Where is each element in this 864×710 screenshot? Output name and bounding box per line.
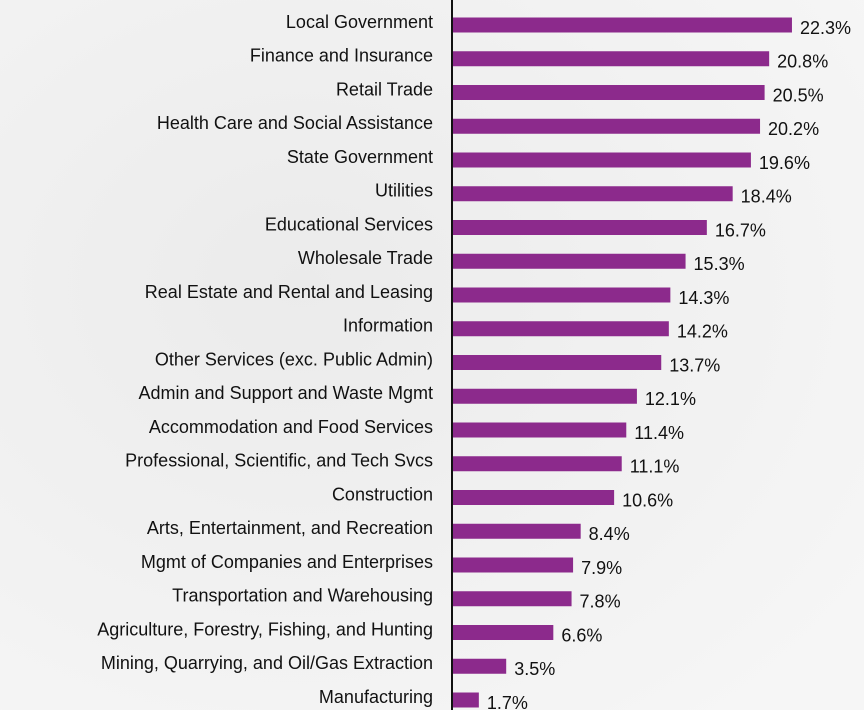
category-label: Agriculture, Forestry, Fishing, and Hunt…	[97, 619, 433, 639]
value-label: 7.9%	[581, 558, 622, 578]
bar	[453, 17, 792, 33]
value-label: 14.2%	[677, 322, 728, 342]
bar	[453, 456, 622, 472]
category-label: State Government	[287, 147, 433, 167]
category-label: Admin and Support and Waste Mgmt	[139, 383, 433, 403]
value-label: 20.8%	[777, 52, 828, 72]
bar	[453, 152, 751, 168]
value-label: 8.4%	[589, 524, 630, 544]
value-label: 22.3%	[800, 18, 851, 38]
bar	[453, 287, 671, 303]
category-label: Health Care and Social Assistance	[157, 113, 433, 133]
bar	[453, 422, 627, 438]
category-label: Construction	[332, 484, 433, 504]
bar	[453, 591, 572, 607]
category-label: Retail Trade	[336, 79, 433, 99]
category-label: Other Services (exc. Public Admin)	[155, 349, 433, 369]
bar	[453, 490, 615, 505]
category-label: Local Government	[286, 12, 433, 32]
bar	[453, 388, 637, 404]
value-label: 16.7%	[715, 220, 766, 240]
bar	[453, 658, 507, 674]
category-label: Educational Services	[265, 214, 433, 234]
value-label: 11.1%	[630, 457, 680, 477]
bar	[453, 118, 761, 134]
bar	[453, 692, 479, 708]
value-label: 12.1%	[645, 389, 696, 409]
bar	[453, 355, 662, 370]
bar	[453, 220, 707, 235]
bar	[453, 186, 733, 202]
value-label: 1.7%	[487, 693, 528, 710]
value-label: 7.8%	[580, 592, 621, 612]
category-label: Manufacturing	[319, 687, 433, 707]
category-label: Professional, Scientific, and Tech Svcs	[125, 451, 433, 471]
value-label: 14.3%	[678, 288, 729, 308]
value-label: 18.4%	[741, 187, 792, 207]
value-label: 19.6%	[759, 153, 810, 173]
bar	[453, 625, 554, 640]
value-label: 10.6%	[622, 490, 673, 510]
bar	[453, 85, 765, 100]
category-label: Real Estate and Rental and Leasing	[145, 282, 433, 302]
bar	[453, 557, 574, 573]
category-label: Information	[343, 316, 433, 336]
category-label: Arts, Entertainment, and Recreation	[147, 518, 433, 538]
bar	[453, 253, 686, 269]
value-label: 3.5%	[514, 659, 555, 679]
category-label: Wholesale Trade	[298, 248, 433, 268]
bar	[453, 321, 669, 337]
value-label: 20.2%	[768, 119, 819, 139]
bar	[453, 523, 581, 539]
category-label: Utilities	[375, 181, 433, 201]
value-label: 13.7%	[669, 355, 720, 375]
category-label: Finance and Insurance	[250, 46, 433, 66]
category-label: Mining, Quarrying, and Oil/Gas Extractio…	[101, 653, 433, 673]
category-label: Mgmt of Companies and Enterprises	[141, 552, 433, 572]
value-label: 11.4%	[634, 423, 684, 443]
bar	[453, 51, 770, 67]
value-label: 6.6%	[561, 625, 602, 645]
category-label: Transportation and Warehousing	[172, 586, 433, 606]
value-label: 15.3%	[694, 254, 745, 274]
value-label: 20.5%	[773, 85, 824, 105]
category-label: Accommodation and Food Services	[149, 417, 433, 437]
